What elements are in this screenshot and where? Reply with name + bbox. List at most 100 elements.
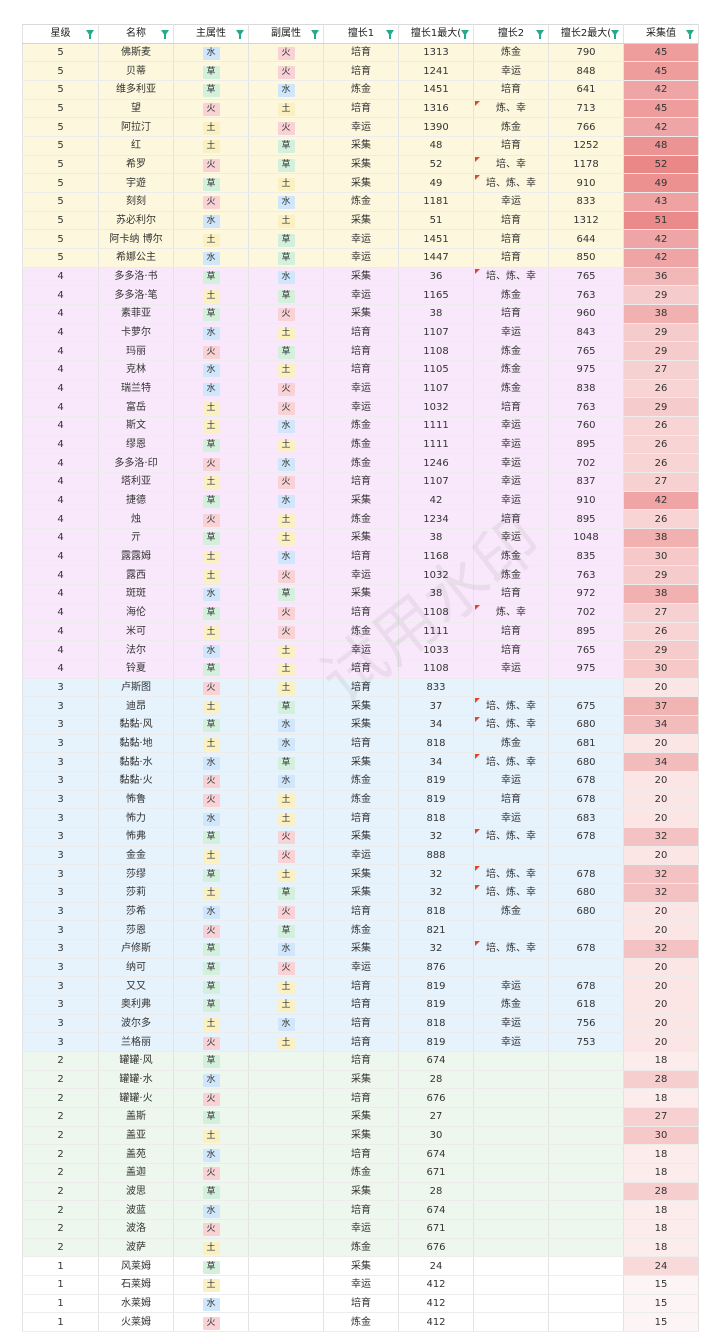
cell-star[interactable]: 5 [22,155,99,175]
header-skill2-max[interactable]: 擅长2最大( [548,24,624,44]
cell-skill2-max[interactable] [548,1088,624,1108]
cell-star[interactable]: 2 [22,1144,99,1164]
cell-gather-value[interactable]: 15 [623,1312,699,1332]
cell-skill1[interactable]: 培育 [323,1200,399,1220]
cell-star[interactable]: 4 [22,360,99,380]
cell-skill2[interactable] [473,1312,549,1332]
cell-main-attr[interactable]: 草 [173,864,249,884]
cell-skill1-max[interactable]: 1111 [398,416,474,436]
cell-skill1-max[interactable]: 412 [398,1294,474,1314]
cell-skill1[interactable]: 采集 [323,827,399,847]
cell-gather-value[interactable]: 26 [623,622,699,642]
cell-skill2[interactable] [473,678,549,698]
cell-skill2[interactable] [473,1070,549,1090]
cell-skill1[interactable]: 培育 [323,323,399,343]
cell-skill2[interactable]: 培、炼、幸 [473,696,549,716]
cell-name[interactable]: 莎莉 [98,883,174,903]
cell-sub-attr[interactable]: 水 [248,547,324,567]
cell-skill2[interactable] [473,958,549,978]
cell-sub-attr[interactable]: 水 [248,80,324,100]
cell-name[interactable]: 维多利亚 [98,80,174,100]
cell-sub-attr[interactable]: 草 [248,229,324,250]
cell-star[interactable]: 3 [22,678,99,698]
cell-skill2[interactable]: 炼、幸 [473,99,549,119]
cell-skill1[interactable]: 采集 [323,491,399,511]
cell-skill2-max[interactable]: 678 [548,771,624,791]
cell-main-attr[interactable]: 草 [173,939,249,959]
cell-skill2-max[interactable]: 850 [548,248,624,268]
cell-gather-value[interactable]: 15 [623,1294,699,1314]
cell-skill2-max[interactable]: 838 [548,379,624,399]
cell-sub-attr[interactable]: 土 [248,360,324,380]
cell-skill1-max[interactable]: 888 [398,846,474,866]
cell-sub-attr[interactable]: 火 [248,61,324,82]
cell-main-attr[interactable]: 火 [173,192,249,212]
cell-star[interactable]: 2 [22,1238,99,1258]
cell-gather-value[interactable]: 20 [623,1032,699,1052]
cell-main-attr[interactable]: 土 [173,846,249,866]
filter-icon[interactable] [686,30,694,39]
cell-gather-value[interactable]: 42 [623,80,699,100]
cell-skill2-max[interactable] [548,1051,624,1071]
cell-main-attr[interactable]: 水 [173,379,249,399]
cell-main-attr[interactable]: 土 [173,397,249,418]
cell-skill1-max[interactable]: 819 [398,976,474,996]
cell-star[interactable]: 4 [22,435,99,455]
cell-sub-attr[interactable]: 土 [248,976,324,996]
cell-skill1-max[interactable]: 412 [398,1312,474,1332]
cell-skill1-max[interactable]: 37 [398,696,474,716]
cell-main-attr[interactable]: 火 [173,1088,249,1108]
cell-name[interactable]: 怖鲁 [98,790,174,810]
cell-skill2[interactable]: 培、炼、幸 [473,715,549,735]
cell-skill1[interactable]: 培育 [323,99,399,119]
cell-skill1-max[interactable]: 1107 [398,323,474,343]
cell-sub-attr[interactable]: 土 [248,808,324,828]
cell-main-attr[interactable]: 土 [173,547,249,567]
cell-skill1[interactable]: 培育 [323,659,399,679]
comment-marker-icon[interactable] [475,828,480,834]
cell-skill2[interactable]: 幸运 [473,61,549,82]
cell-skill2[interactable] [473,1200,549,1220]
cell-skill1[interactable]: 采集 [323,1182,399,1202]
cell-star[interactable]: 3 [22,995,99,1015]
cell-sub-attr[interactable] [248,1163,324,1183]
cell-gather-value[interactable]: 45 [623,99,699,119]
cell-main-attr[interactable]: 土 [173,416,249,436]
cell-main-attr[interactable]: 火 [173,678,249,698]
cell-sub-attr[interactable] [248,1070,324,1090]
cell-name[interactable]: 亓 [98,528,174,548]
cell-star[interactable]: 2 [22,1107,99,1127]
cell-skill2[interactable] [473,1182,549,1202]
cell-gather-value[interactable]: 28 [623,1182,699,1202]
cell-skill1-max[interactable]: 28 [398,1070,474,1090]
cell-skill1-max[interactable]: 1107 [398,472,474,492]
cell-sub-attr[interactable]: 土 [248,640,324,660]
filter-icon[interactable] [536,30,544,39]
cell-main-attr[interactable]: 草 [173,267,249,287]
cell-star[interactable]: 3 [22,1032,99,1052]
cell-gather-value[interactable]: 20 [623,808,699,828]
cell-skill1-max[interactable]: 1111 [398,622,474,642]
cell-skill2-max[interactable]: 765 [548,341,624,362]
header-gather-value[interactable]: 采集值 [623,24,699,44]
cell-skill2[interactable]: 炼金 [473,565,549,586]
cell-skill1-max[interactable]: 1108 [398,341,474,362]
cell-skill2[interactable] [473,1051,549,1071]
cell-main-attr[interactable]: 草 [173,1051,249,1071]
cell-sub-attr[interactable]: 土 [248,678,324,698]
cell-gather-value[interactable]: 42 [623,229,699,250]
cell-skill2-max[interactable]: 765 [548,640,624,660]
cell-name[interactable]: 黏黏·地 [98,734,174,754]
cell-gather-value[interactable]: 52 [623,155,699,175]
cell-skill2-max[interactable] [548,1219,624,1239]
cell-skill1-max[interactable]: 1108 [398,659,474,679]
cell-skill1-max[interactable]: 1390 [398,117,474,138]
cell-skill1-max[interactable]: 38 [398,304,474,324]
cell-star[interactable]: 1 [22,1312,99,1332]
cell-gather-value[interactable]: 29 [623,565,699,586]
cell-gather-value[interactable]: 20 [623,920,699,940]
cell-name[interactable]: 黏黏·风 [98,715,174,735]
cell-name[interactable]: 贝蒂 [98,61,174,82]
cell-skill2[interactable]: 幸运 [473,528,549,548]
cell-skill1-max[interactable]: 821 [398,920,474,940]
